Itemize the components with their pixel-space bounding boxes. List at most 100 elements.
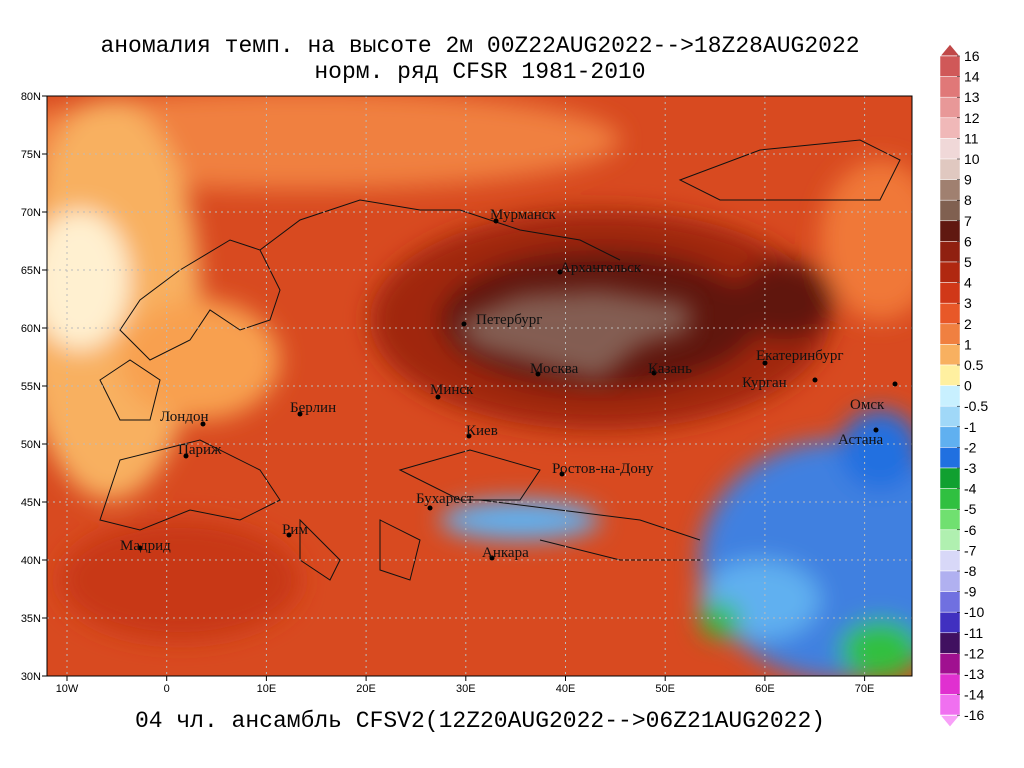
city-label: Минск — [430, 382, 474, 398]
colorbar-box — [939, 364, 961, 386]
colorbar-label: -1 — [964, 419, 977, 435]
colorbar-label: -10 — [964, 604, 984, 620]
colorbar-label: -16 — [964, 707, 984, 723]
city-label: Мадрид — [120, 538, 171, 554]
city-dot — [466, 433, 472, 439]
city-dot — [489, 555, 495, 561]
colorbar-box — [939, 76, 961, 98]
city-dot — [137, 545, 143, 551]
lon-label: 60E — [755, 683, 775, 695]
lat-label: 40N — [21, 555, 41, 567]
lon-label: 0 — [164, 683, 170, 695]
city-dot — [297, 411, 303, 417]
colorbar-label: -12 — [964, 645, 984, 661]
colorbar-box — [939, 426, 961, 448]
colorbar-box — [939, 570, 961, 592]
colorbar-box — [939, 488, 961, 510]
lat-label: 80N — [21, 91, 41, 103]
colorbar-box — [939, 241, 961, 263]
city-label: Омск — [850, 397, 885, 413]
lat-label: 30N — [21, 671, 41, 683]
colorbar-label: 1 — [964, 336, 972, 352]
city-label: Париж — [178, 442, 222, 458]
city-label: Анкара — [482, 545, 529, 561]
lon-label: 70E — [855, 683, 875, 695]
colorbar-box — [939, 179, 961, 201]
colorbar-box — [939, 138, 961, 160]
city-label: Архангельск — [560, 260, 642, 276]
city-dot — [200, 421, 206, 427]
city-label: Казань — [648, 361, 692, 377]
city-dot — [183, 453, 189, 459]
city-label: Курган — [742, 375, 787, 391]
lat-label: 65N — [21, 265, 41, 277]
colorbar-box — [939, 96, 961, 119]
city-dot — [812, 377, 818, 383]
colorbar-label: -6 — [964, 522, 977, 538]
colorbar-box — [939, 220, 961, 242]
lon-label: 10E — [257, 683, 277, 695]
map-field — [47, 96, 912, 676]
city-dot — [435, 394, 441, 400]
map-frame — [46, 95, 913, 677]
city-label: Лондон — [160, 409, 209, 425]
city-dot — [651, 370, 657, 376]
city-label: Москва — [530, 361, 579, 377]
colorbar-box — [939, 158, 961, 180]
city-layer: Мурманск Архангельск Петербург Москва Казань… — [120, 207, 898, 561]
lon-label: 10W — [56, 683, 79, 695]
colorbar: 16 14 13 12 11 10 9 8 7 6 5 4 3 2 1 0.5 0 -0.5 -1 -2 -3 -4 -5 -… — [938, 43, 988, 728]
colorbar-box — [939, 302, 961, 325]
colorbar-box — [939, 508, 961, 531]
colorbar-label: -4 — [964, 481, 977, 497]
colorbar-label: 16 — [964, 48, 980, 64]
city-label: Петербург — [476, 312, 542, 328]
lat-label: 70N — [21, 207, 41, 219]
footer: 04 чл. ансамбль CFSV2(12Z20AUG2022-->06Z… — [135, 708, 825, 734]
colorbar-label: -8 — [964, 563, 977, 579]
colorbar-box — [939, 282, 961, 304]
colorbar-label: -2 — [964, 439, 977, 455]
city-label: Мурманск — [490, 207, 556, 223]
city-label: Ростов-на-Дону — [552, 461, 654, 477]
city-dot — [493, 218, 499, 224]
lat-label: 50N — [21, 439, 41, 451]
colorbar-box — [939, 55, 961, 77]
colorbar-label: 10 — [964, 151, 980, 167]
lat-label: 35N — [21, 613, 41, 625]
colorbar-box — [939, 550, 961, 572]
colorbar-label: 0 — [964, 378, 972, 394]
colorbar-box — [939, 467, 961, 489]
city-dot — [873, 427, 879, 433]
colorbar-box — [939, 447, 961, 469]
city-dot — [461, 321, 467, 327]
colorbar-box — [939, 529, 961, 551]
city-dot — [535, 371, 541, 377]
colorbar-box — [939, 611, 961, 634]
title-line2: норм. ряд CFSR 1981-2010 — [314, 59, 645, 85]
colorbar-label: -5 — [964, 501, 977, 517]
colorbar-box — [939, 673, 961, 695]
lon-label: 40E — [556, 683, 576, 695]
colorbar-box — [939, 694, 961, 716]
colorbar-label: -0.5 — [964, 398, 988, 414]
colorbar-label: 0.5 — [964, 357, 984, 373]
lon-label: 50E — [655, 683, 675, 695]
city-label: Екатеринбург — [756, 348, 843, 364]
colorbar-label: 2 — [964, 316, 972, 332]
colorbar-label: 8 — [964, 192, 972, 208]
lon-label: 30E — [456, 683, 476, 695]
graticule: 10W 0 10E 20E 30E 40E 50E 60E 70E 80N 75N 70N 65N 60N… — [21, 91, 912, 695]
city-dot — [286, 532, 292, 538]
colorbar-label: 3 — [964, 295, 972, 311]
colorbar-box — [939, 385, 961, 407]
colorbar-label: -3 — [964, 460, 977, 476]
lon-label: 20E — [356, 683, 376, 695]
colorbar-label: 4 — [964, 275, 972, 291]
city-label: Берлин — [290, 400, 336, 416]
city-dot — [762, 360, 768, 366]
colorbar-box — [939, 199, 961, 222]
colorbar-box — [939, 591, 961, 613]
colorbar-label: 5 — [964, 254, 972, 270]
